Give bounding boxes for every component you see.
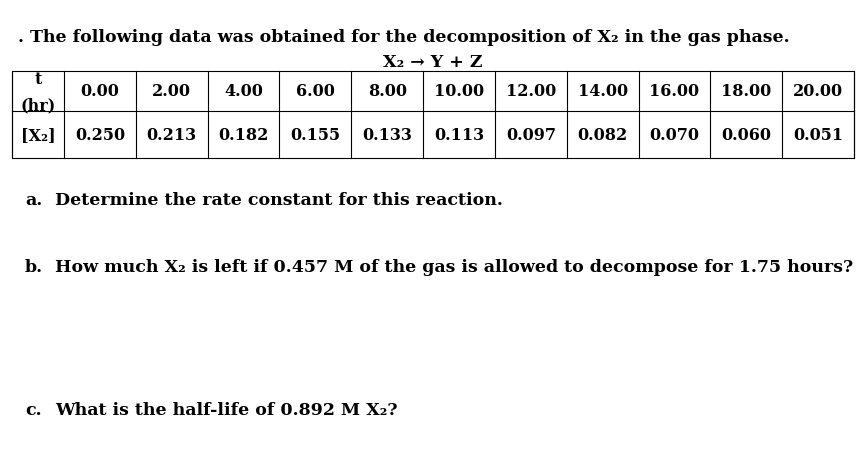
Text: a.: a. xyxy=(25,192,42,208)
Text: 0.250: 0.250 xyxy=(74,127,125,144)
Text: 16.00: 16.00 xyxy=(650,83,700,100)
Text: 0.213: 0.213 xyxy=(146,127,197,144)
Text: 0.070: 0.070 xyxy=(650,127,700,144)
Text: 0.182: 0.182 xyxy=(218,127,268,144)
Text: 0.097: 0.097 xyxy=(506,127,556,144)
Text: 0.051: 0.051 xyxy=(793,127,843,144)
Text: 0.060: 0.060 xyxy=(721,127,772,144)
Text: t: t xyxy=(35,71,42,88)
Bar xyxy=(12,72,854,159)
Text: b.: b. xyxy=(25,258,43,275)
Text: 0.133: 0.133 xyxy=(362,127,412,144)
Text: 12.00: 12.00 xyxy=(506,83,556,100)
Text: (hr): (hr) xyxy=(21,97,55,114)
Text: How much X₂ is left if 0.457 M of the gas is allowed to decompose for 1.75 hours: How much X₂ is left if 0.457 M of the ga… xyxy=(55,258,853,275)
Text: 6.00: 6.00 xyxy=(296,83,335,100)
Text: 0.082: 0.082 xyxy=(578,127,628,144)
Text: c.: c. xyxy=(25,401,42,418)
Text: [X₂]: [X₂] xyxy=(21,127,55,144)
Text: 4.00: 4.00 xyxy=(224,83,263,100)
Text: X₂ → Y + Z: X₂ → Y + Z xyxy=(384,54,482,71)
Text: . The following data was obtained for the decomposition of X₂ in the gas phase.: . The following data was obtained for th… xyxy=(18,29,790,46)
Text: 18.00: 18.00 xyxy=(721,83,772,100)
Text: What is the half-life of 0.892 M X₂?: What is the half-life of 0.892 M X₂? xyxy=(55,401,397,418)
Text: 2.00: 2.00 xyxy=(152,83,191,100)
Text: 10.00: 10.00 xyxy=(434,83,484,100)
Text: 20.00: 20.00 xyxy=(793,83,843,100)
Text: 0.113: 0.113 xyxy=(434,127,484,144)
Text: 0.00: 0.00 xyxy=(81,83,120,100)
Text: 0.155: 0.155 xyxy=(290,127,340,144)
Text: 14.00: 14.00 xyxy=(578,83,628,100)
Text: 8.00: 8.00 xyxy=(368,83,407,100)
Text: Determine the rate constant for this reaction.: Determine the rate constant for this rea… xyxy=(55,192,503,208)
